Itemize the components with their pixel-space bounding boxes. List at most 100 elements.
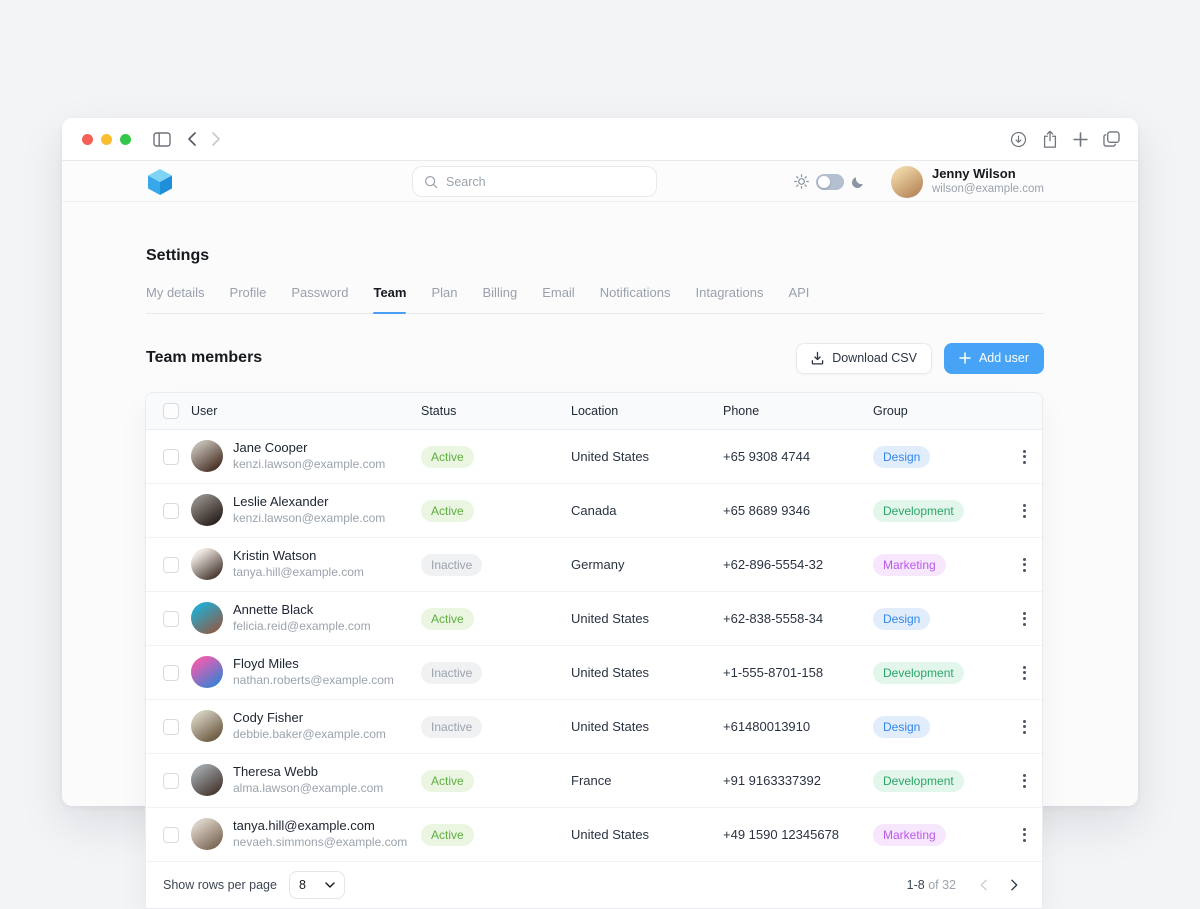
app-logo-icon[interactable] bbox=[147, 168, 173, 196]
previous-page-icon[interactable] bbox=[980, 879, 987, 891]
row-checkbox[interactable] bbox=[163, 772, 179, 789]
member-email: debbie.baker@example.com bbox=[233, 727, 386, 742]
forward-icon[interactable] bbox=[212, 132, 221, 146]
member-location: United States bbox=[571, 449, 650, 464]
tab-my-details[interactable]: My details bbox=[146, 285, 205, 300]
member-name: Theresa Webb bbox=[233, 764, 319, 780]
member-name: Jane Cooper bbox=[233, 440, 308, 456]
member-avatar bbox=[191, 764, 223, 797]
member-phone: +65 8689 9346 bbox=[723, 503, 811, 518]
moon-icon bbox=[851, 175, 865, 189]
row-checkbox[interactable] bbox=[163, 718, 179, 735]
status-badge: Active bbox=[421, 823, 474, 846]
tab-api[interactable]: API bbox=[788, 285, 810, 300]
tab-overview-icon[interactable] bbox=[1103, 131, 1120, 147]
column-header-phone: Phone bbox=[723, 404, 760, 418]
tab-plan[interactable]: Plan bbox=[431, 285, 458, 300]
browser-chrome bbox=[62, 118, 1138, 161]
member-email: felicia.reid@example.com bbox=[233, 619, 371, 634]
member-location: France bbox=[571, 773, 612, 788]
status-badge: Active bbox=[421, 607, 474, 630]
select-all-checkbox[interactable] bbox=[163, 403, 179, 419]
member-email: nevaeh.simmons@example.com bbox=[233, 835, 408, 850]
row-checkbox[interactable] bbox=[163, 502, 179, 519]
member-phone: +1-555-8701-158 bbox=[723, 665, 824, 680]
row-actions-menu-icon[interactable] bbox=[1006, 608, 1042, 630]
member-phone: +65 9308 4744 bbox=[723, 449, 811, 464]
minimize-window-button[interactable] bbox=[101, 133, 112, 145]
row-actions-menu-icon[interactable] bbox=[1006, 716, 1042, 738]
table-row: Cody Fisher debbie.baker@example.com Inac… bbox=[146, 700, 1042, 754]
group-badge: Development bbox=[873, 769, 964, 792]
add-user-button[interactable]: Add user bbox=[943, 342, 1044, 374]
downloads-icon[interactable] bbox=[1010, 131, 1027, 148]
download-csv-button[interactable]: Download CSV bbox=[796, 342, 932, 374]
row-checkbox[interactable] bbox=[163, 664, 179, 681]
tab-team[interactable]: Team bbox=[373, 285, 407, 314]
tab-billing[interactable]: Billing bbox=[482, 285, 518, 300]
row-actions-menu-icon[interactable] bbox=[1006, 446, 1042, 468]
rows-per-page-label: Show rows per page bbox=[163, 878, 277, 892]
member-location: United States bbox=[571, 665, 650, 680]
user-menu[interactable]: Jenny Wilson wilson@example.com bbox=[890, 165, 1044, 198]
row-actions-menu-icon[interactable] bbox=[1006, 824, 1042, 846]
back-icon[interactable] bbox=[187, 132, 196, 146]
tab-password[interactable]: Password bbox=[291, 285, 349, 300]
member-name: Leslie Alexander bbox=[233, 494, 329, 510]
row-actions-menu-icon[interactable] bbox=[1006, 662, 1042, 684]
user-avatar bbox=[890, 165, 923, 198]
theme-toggle[interactable] bbox=[815, 173, 844, 190]
settings-tabs: My details Profile Password Team Plan Bi… bbox=[146, 285, 1044, 314]
tab-email[interactable]: Email bbox=[542, 285, 575, 300]
member-email: kenzi.lawson@example.com bbox=[233, 457, 386, 472]
group-badge: Design bbox=[873, 607, 931, 630]
table-row: tanya.hill@example.com nevaeh.simmons@exa… bbox=[146, 808, 1042, 862]
group-badge: Design bbox=[873, 715, 931, 738]
row-checkbox[interactable] bbox=[163, 826, 179, 843]
team-members-table: User Status Location Phone Group Jane Co… bbox=[145, 392, 1043, 909]
member-location: United States bbox=[571, 611, 650, 626]
table-row: Leslie Alexander kenzi.lawson@example.com… bbox=[146, 484, 1042, 538]
user-email: wilson@example.com bbox=[931, 183, 1044, 196]
sidebar-toggle-icon[interactable] bbox=[153, 131, 171, 147]
pagination-range: 1-8 of 32 bbox=[906, 878, 956, 892]
table-row: Annette Black felicia.reid@example.com Ac… bbox=[146, 592, 1042, 646]
member-location: United States bbox=[571, 719, 650, 734]
row-actions-menu-icon[interactable] bbox=[1006, 500, 1042, 522]
row-checkbox[interactable] bbox=[163, 556, 179, 573]
search-icon bbox=[424, 175, 438, 189]
search-input[interactable] bbox=[446, 174, 645, 189]
row-checkbox[interactable] bbox=[163, 448, 179, 465]
sun-icon bbox=[794, 174, 809, 189]
download-icon bbox=[811, 351, 824, 365]
member-email: tanya.hill@example.com bbox=[233, 565, 364, 580]
tab-profile[interactable]: Profile bbox=[229, 285, 267, 300]
next-page-icon[interactable] bbox=[1011, 879, 1018, 891]
zoom-window-button[interactable] bbox=[120, 133, 131, 145]
share-icon[interactable] bbox=[1042, 130, 1058, 148]
close-window-button[interactable] bbox=[82, 133, 93, 145]
row-actions-menu-icon[interactable] bbox=[1006, 770, 1042, 792]
member-email: nathan.roberts@example.com bbox=[233, 673, 394, 688]
member-avatar bbox=[191, 602, 223, 635]
member-phone: +62-838-5558-34 bbox=[723, 611, 824, 626]
new-tab-icon[interactable] bbox=[1073, 131, 1088, 147]
table-row: Theresa Webb alma.lawson@example.com Acti… bbox=[146, 754, 1042, 808]
member-name: Cody Fisher bbox=[233, 710, 304, 726]
row-actions-menu-icon[interactable] bbox=[1006, 554, 1042, 576]
member-avatar bbox=[191, 656, 223, 689]
row-checkbox[interactable] bbox=[163, 610, 179, 627]
rows-per-page-select[interactable]: 8 bbox=[288, 871, 345, 899]
member-avatar bbox=[191, 548, 223, 581]
member-name: tanya.hill@example.com bbox=[233, 818, 375, 834]
column-header-user: User bbox=[191, 404, 218, 418]
toggle-knob bbox=[817, 175, 830, 188]
column-header-status: Status bbox=[421, 404, 457, 418]
member-phone: +91 9163337392 bbox=[723, 773, 821, 788]
member-avatar bbox=[191, 440, 223, 473]
status-badge: Inactive bbox=[421, 661, 483, 684]
status-badge: Active bbox=[421, 445, 474, 468]
tab-notifications[interactable]: Notifications bbox=[599, 285, 671, 300]
tab-intagrations[interactable]: Intagrations bbox=[695, 285, 764, 300]
member-email: kenzi.lawson@example.com bbox=[233, 511, 386, 526]
